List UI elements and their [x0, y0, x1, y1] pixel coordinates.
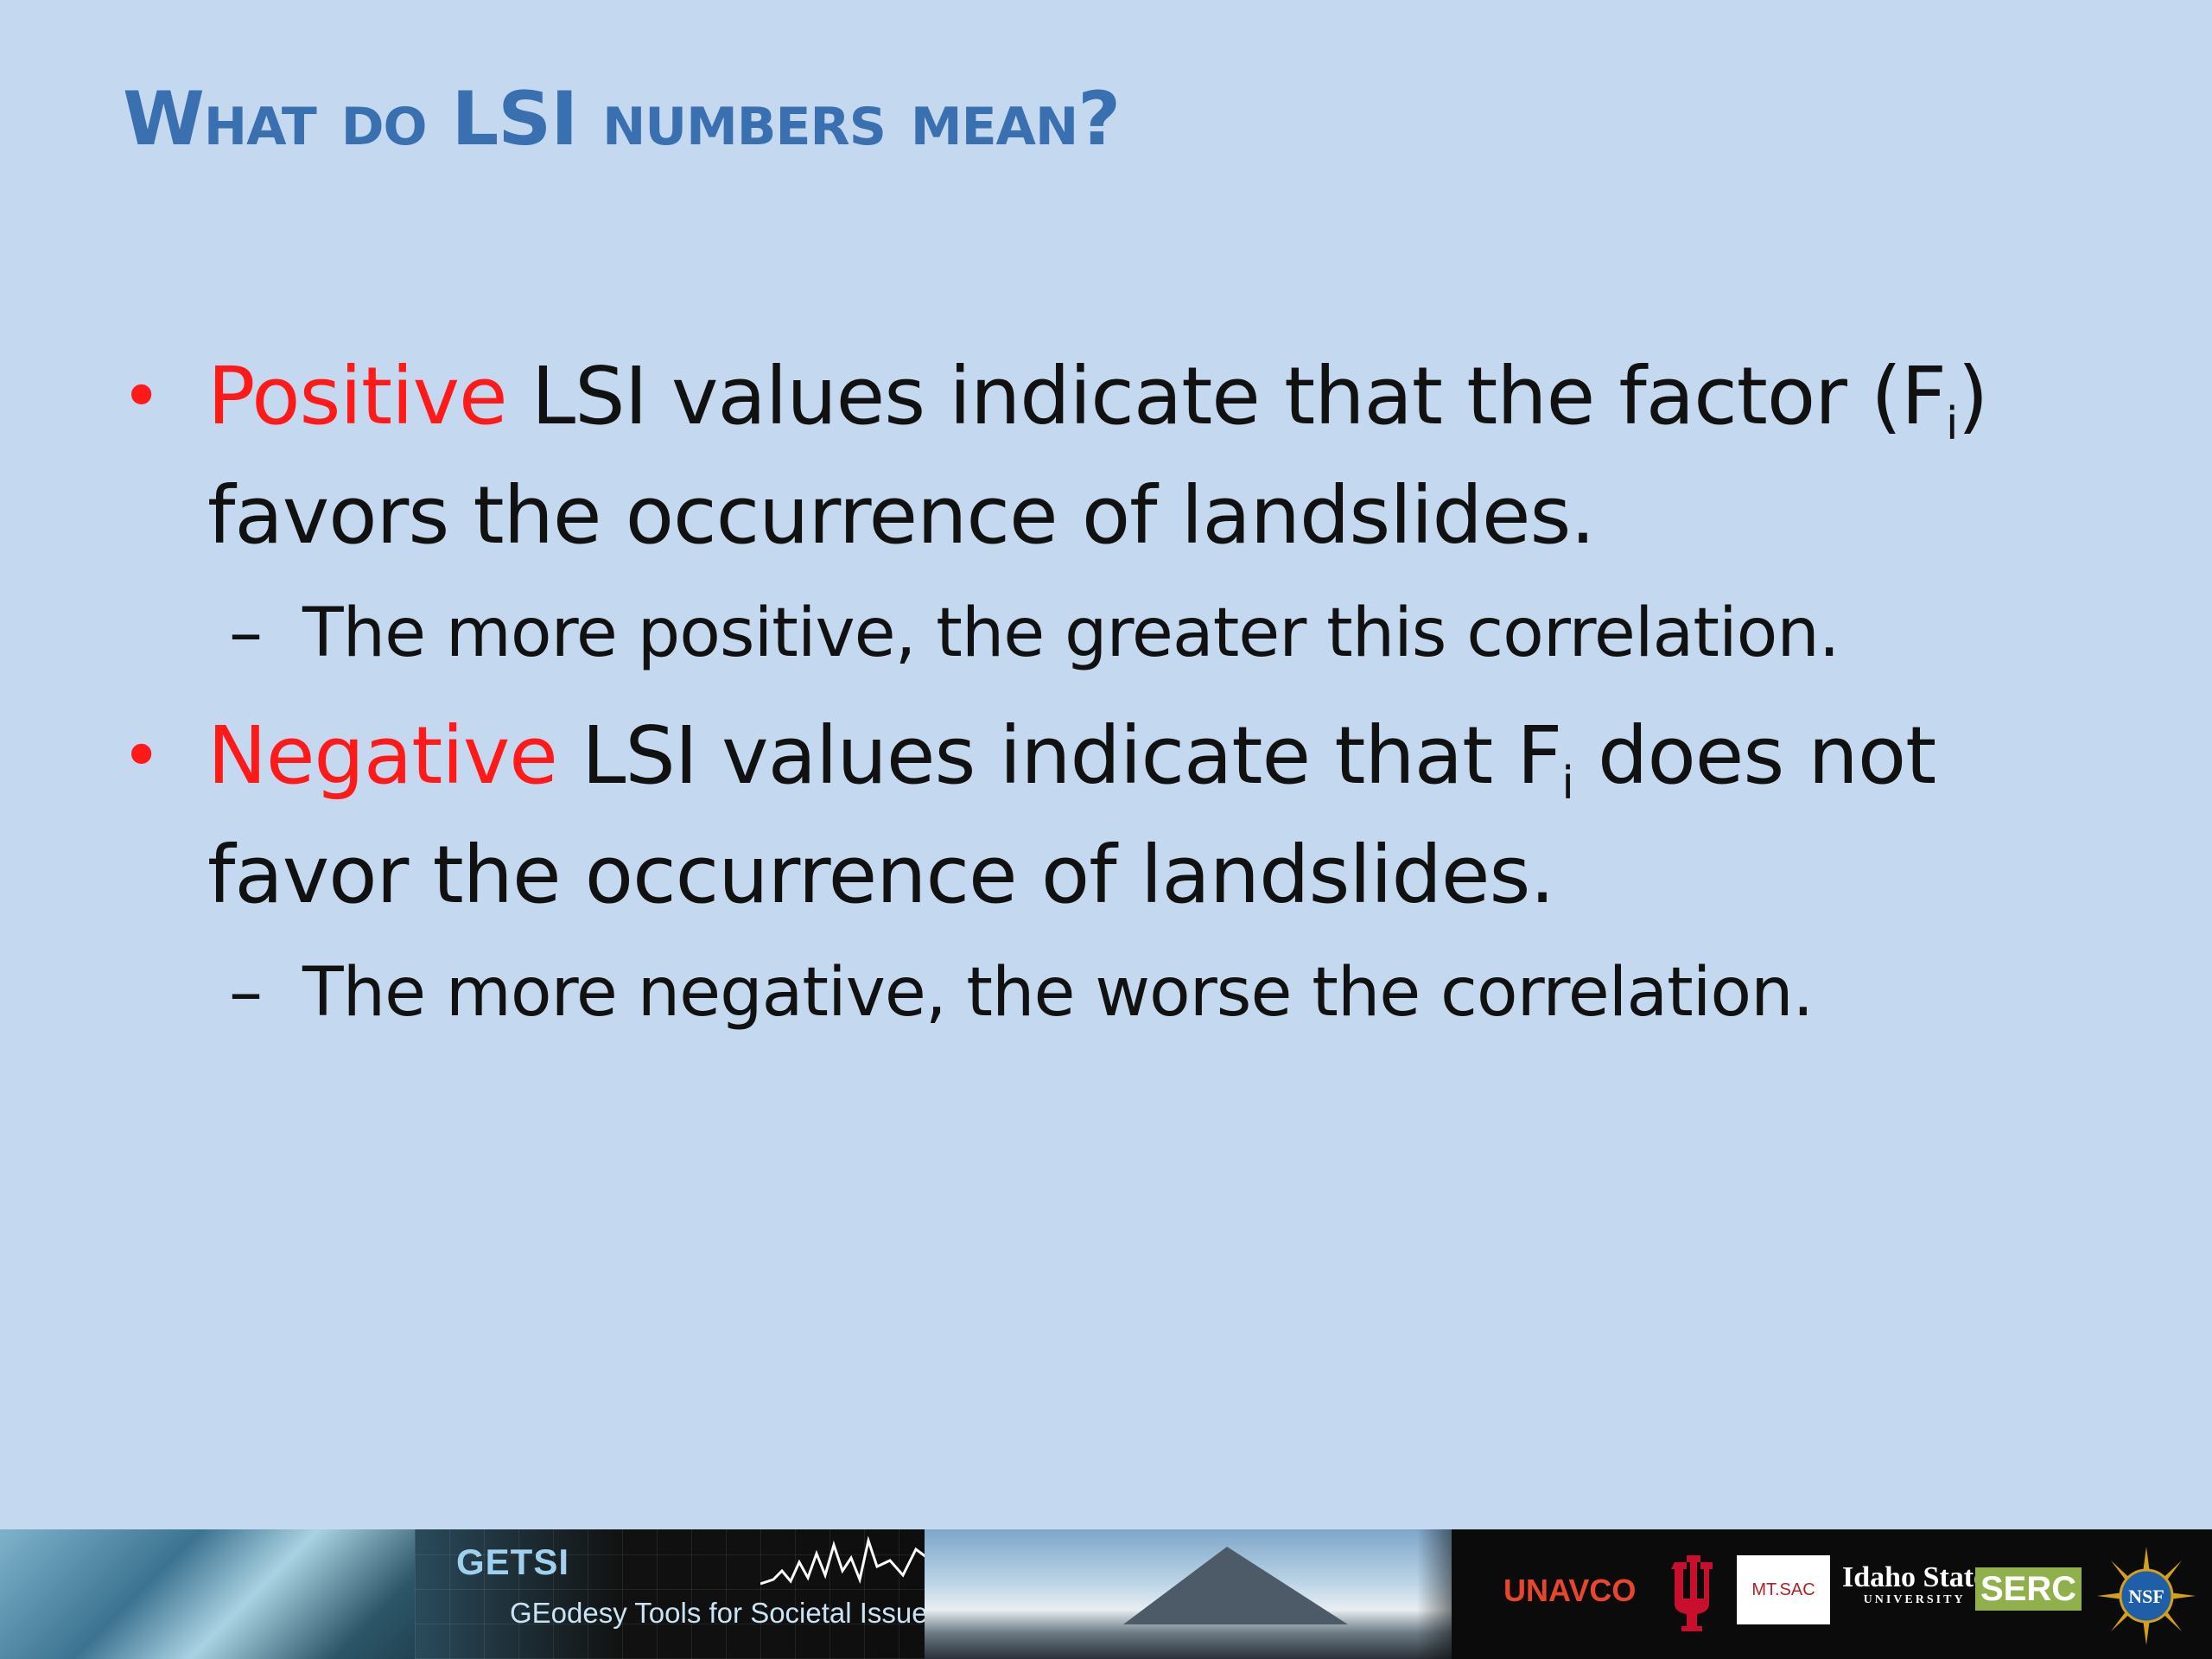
bullet-positive: • Positive LSI values indicate that the …	[121, 337, 2108, 575]
unavco-logo: UNAVCO	[1503, 1573, 1637, 1608]
mountain-shape	[1123, 1547, 1348, 1624]
subpoint-text: The more negative, the worse the correla…	[302, 954, 1814, 1032]
slide-body: • Positive LSI values indicate that the …	[121, 337, 2108, 1056]
nsf-logo-text: NSF	[2128, 1586, 2164, 1607]
iu-trident-icon	[1671, 1555, 1713, 1633]
subscript: i	[1946, 398, 1958, 450]
serc-logo: SERC	[1975, 1567, 2082, 1611]
subpoint-positive: – The more positive, the greater this co…	[121, 586, 2108, 681]
iu-logo	[1668, 1554, 1723, 1648]
isu-name: Idaho State	[1842, 1561, 1987, 1593]
sub-dash: –	[229, 594, 263, 672]
mtsac-logo: MT.SAC	[1737, 1555, 1830, 1624]
isu-subtitle: UNIVERSITY	[1863, 1593, 1966, 1606]
slide: What do LSI numbers mean? • Positive LSI…	[121, 76, 2108, 1056]
bullet-dot: •	[121, 356, 162, 436]
bullet-text: LSI values indicate that F	[556, 709, 1562, 802]
bullet-text: LSI values indicate that the factor (F	[506, 350, 1947, 442]
idaho-state-logo: Idaho State UNIVERSITY	[1842, 1562, 1986, 1607]
keyword-positive: Positive	[207, 350, 508, 442]
seismogram-icon	[760, 1536, 933, 1586]
bullet-dot: •	[121, 715, 162, 796]
bullet-text-end: does not favor the occurrence of landsli…	[207, 709, 1936, 921]
keyword-negative: Negative	[207, 709, 558, 802]
footer-fade	[1417, 1529, 1486, 1659]
slide-title: What do LSI numbers mean?	[123, 76, 1121, 162]
subpoint-text: The more positive, the greater this corr…	[302, 594, 1840, 672]
bullet-negative: • Negative LSI values indicate that Fi d…	[121, 696, 2108, 935]
subpoint-negative: – The more negative, the worse the corre…	[121, 945, 2108, 1040]
subscript: i	[1561, 758, 1573, 810]
nsf-logo: NSF	[2097, 1547, 2196, 1645]
footer-banner: GETSI GEodesy Tools for Societal Issues …	[0, 1529, 2212, 1659]
getsi-tagline: GEodesy Tools for Societal Issues	[510, 1597, 943, 1629]
bullet-text-end: ) favors the occurrence of landslides.	[207, 350, 1988, 562]
sub-dash: –	[229, 954, 263, 1032]
footer-photo-left	[0, 1529, 449, 1659]
getsi-logo: GETSI	[456, 1541, 570, 1582]
footer-grid-graphic	[415, 1529, 933, 1659]
